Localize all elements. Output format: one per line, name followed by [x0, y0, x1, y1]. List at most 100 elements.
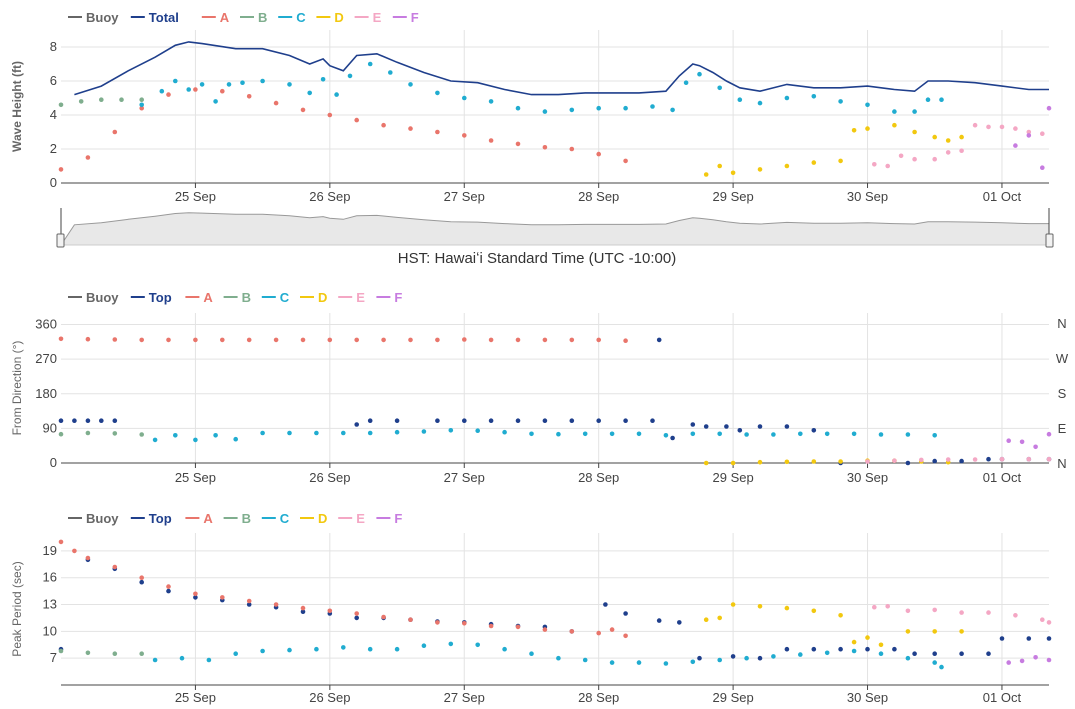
data-point-a [72, 548, 77, 554]
legend-item-buoy[interactable]: Buoy [86, 511, 119, 526]
data-point-top [811, 646, 817, 652]
data-point-top [569, 418, 575, 424]
legend-item-b[interactable]: B [242, 290, 251, 305]
data-point-c [139, 102, 144, 108]
data-point-top [596, 418, 601, 424]
y-tick-label: 16 [43, 570, 57, 585]
legend-item-e[interactable]: E [356, 290, 365, 305]
data-point-e [972, 457, 978, 462]
data-point-c [152, 657, 158, 663]
y-tick-label: 4 [50, 107, 57, 122]
data-point-a [193, 591, 198, 597]
data-point-d [784, 459, 790, 465]
legend-item-b[interactable]: B [258, 10, 267, 25]
legend-item-a[interactable]: A [203, 511, 213, 526]
data-point-e [1040, 131, 1045, 136]
y-tick-label: 0 [50, 455, 57, 470]
data-point-c [757, 100, 763, 106]
series-e [872, 604, 1052, 625]
time-range-navigator[interactable] [56, 208, 1054, 248]
legend-item-a[interactable]: A [203, 290, 213, 305]
data-point-d [959, 629, 964, 634]
data-point-c [260, 648, 265, 654]
data-point-top [193, 595, 198, 600]
compass-label: E [1058, 421, 1067, 436]
x-tick-label: 29 Sep [713, 470, 754, 485]
data-point-d [878, 642, 884, 648]
x-tick-label: 25 Sep [175, 470, 216, 485]
data-point-top [1046, 636, 1052, 641]
x-tick-label: 28 Sep [578, 470, 619, 485]
data-point-a [273, 602, 279, 607]
legend-item-e[interactable]: E [356, 511, 365, 526]
data-point-a [515, 141, 521, 147]
data-point-d [851, 128, 857, 133]
data-point-c [529, 651, 534, 656]
data-point-c [462, 95, 467, 101]
x-tick-label: 30 Sep [847, 189, 888, 204]
y-tick-label: 2 [50, 141, 57, 156]
navigator-right-handle[interactable] [1045, 233, 1054, 248]
wave-height-chart: 0 2 4 6 8 Wave Height (ft) 25 Sep 26 Sep 27 Sep 2… [10, 10, 1052, 204]
legend-item-f[interactable]: F [394, 511, 402, 526]
legend-item-a[interactable]: A [220, 10, 230, 25]
legend-item-top[interactable]: Top [149, 511, 172, 526]
legend-item-f[interactable]: F [394, 290, 402, 305]
data-point-a [488, 623, 494, 629]
legend-item-c[interactable]: C [280, 511, 290, 526]
legend-item-b[interactable]: B [242, 511, 251, 526]
series-f [1006, 655, 1052, 665]
data-point-top [623, 611, 628, 616]
legend-item-buoy[interactable]: Buoy [86, 290, 119, 305]
legend-item-d[interactable]: D [334, 10, 343, 25]
data-point-c [697, 71, 702, 77]
data-point-e [912, 156, 917, 162]
legend-item-d[interactable]: D [318, 511, 327, 526]
data-point-d [784, 605, 790, 611]
data-point-c [771, 654, 776, 659]
data-point-f [1019, 658, 1025, 664]
data-point-c [334, 92, 339, 97]
peak-period-chart: 7 10 13 16 19 Peak Period (sec) 25 Sep 26 Sep 27… [10, 511, 1052, 705]
legend-item-buoy[interactable]: Buoy [86, 10, 119, 25]
data-point-c [233, 651, 238, 656]
data-point-b [85, 430, 91, 436]
legend-item-total[interactable]: Total [149, 10, 179, 25]
data-point-top [677, 620, 682, 625]
data-point-a [220, 88, 225, 94]
legend-item-top[interactable]: Top [149, 290, 172, 305]
data-point-b [112, 431, 118, 436]
navigator-left-handle[interactable] [56, 233, 65, 248]
data-point-c [502, 429, 507, 435]
data-point-a [166, 92, 171, 97]
legend-item-f[interactable]: F [411, 10, 419, 25]
data-point-a [435, 620, 440, 625]
data-point-c [152, 437, 158, 443]
compass-label: N [1057, 316, 1066, 331]
data-point-f [1040, 165, 1045, 170]
legend-item-c[interactable]: C [296, 10, 306, 25]
data-point-d [730, 170, 736, 176]
data-point-top [999, 636, 1005, 641]
data-point-a [542, 337, 548, 343]
data-point-top [905, 460, 911, 466]
legend-item-e[interactable]: E [373, 10, 382, 25]
data-point-top [58, 418, 64, 424]
legend-item-c[interactable]: C [280, 290, 290, 305]
data-point-b [139, 432, 144, 437]
y-axis-title: From Direction (°) [10, 341, 24, 436]
legend-item-d[interactable]: D [318, 290, 327, 305]
data-point-a [166, 584, 171, 589]
data-point-a [623, 338, 628, 344]
data-point-e [959, 610, 964, 615]
data-point-c [341, 645, 346, 650]
data-point-a [85, 555, 91, 561]
data-point-e [945, 457, 951, 462]
x-tick-label: 01 Oct [983, 690, 1022, 705]
data-point-a [327, 112, 333, 118]
data-point-e [932, 156, 937, 162]
data-point-a [58, 167, 64, 172]
data-point-d [838, 459, 843, 464]
data-point-top [367, 418, 373, 424]
data-point-c [488, 99, 494, 104]
